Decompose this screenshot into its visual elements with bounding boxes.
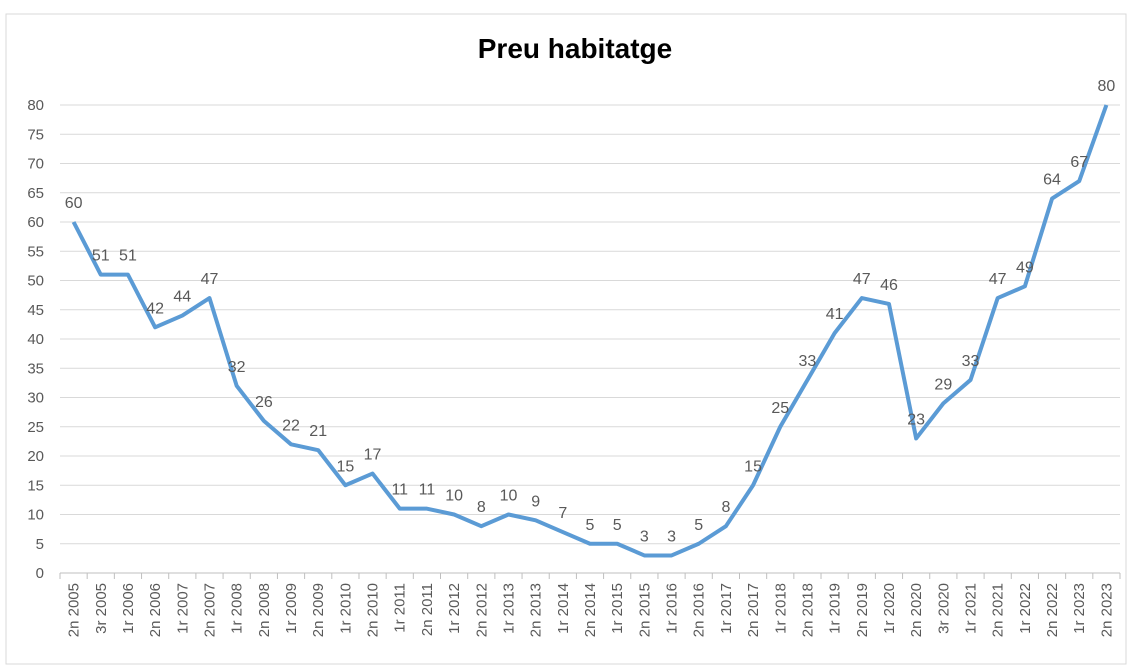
data-label: 10	[500, 488, 518, 505]
y-tick-label: 65	[27, 185, 44, 202]
x-tick-label: 2n 2020	[908, 583, 925, 637]
x-tick-label: 1r 2017	[718, 583, 735, 634]
data-label: 51	[119, 248, 137, 265]
x-tick-label: 2n 2012	[473, 583, 490, 637]
x-tick-label: 2n 2014	[582, 583, 599, 637]
x-tick-label: 1r 2007	[174, 583, 191, 634]
y-tick-label: 45	[27, 302, 44, 319]
x-tick-label: 1r 2015	[609, 583, 626, 634]
data-label: 15	[744, 458, 762, 475]
x-tick-label: 2n 2008	[256, 583, 273, 637]
x-tick-label: 2n 2022	[1044, 583, 1061, 637]
data-label: 22	[282, 417, 300, 434]
data-label: 26	[255, 394, 273, 411]
data-label: 8	[721, 499, 730, 516]
data-label: 51	[92, 248, 110, 265]
data-label: 15	[336, 458, 354, 475]
x-tick-label: 1r 2009	[283, 583, 300, 634]
x-tick-label: 1r 2016	[664, 583, 681, 634]
data-label: 33	[962, 353, 980, 370]
x-tick-label: 2n 2013	[528, 583, 545, 637]
x-tick-label: 1r 2012	[446, 583, 463, 634]
data-label: 11	[419, 482, 436, 499]
data-label: 5	[586, 517, 595, 534]
chart-title: Preu habitatge	[478, 33, 672, 64]
data-label: 21	[309, 423, 327, 440]
data-label: 47	[201, 271, 219, 288]
x-tick-label: 1r 2011	[392, 583, 409, 633]
x-tick-label: 1r 2013	[500, 583, 517, 634]
data-label: 47	[989, 271, 1007, 288]
data-label: 41	[826, 306, 844, 323]
data-label: 10	[445, 488, 463, 505]
data-label: 47	[853, 271, 871, 288]
y-tick-label: 35	[27, 360, 44, 377]
data-label: 46	[880, 277, 898, 294]
data-label: 32	[228, 359, 246, 376]
x-tick-label: 2n 2007	[201, 583, 218, 637]
x-tick-label: 2n 2019	[854, 583, 871, 637]
y-tick-label: 0	[36, 565, 44, 582]
x-tick-label: 2n 2005	[66, 583, 83, 637]
y-tick-label: 15	[27, 477, 44, 494]
data-label: 5	[613, 517, 622, 534]
data-label: 7	[558, 505, 567, 522]
data-label: 42	[146, 300, 164, 317]
data-label: 60	[65, 195, 83, 212]
data-label: 23	[907, 411, 925, 428]
y-tick-label: 55	[27, 243, 44, 260]
y-tick-label: 60	[27, 214, 44, 231]
y-tick-label: 25	[27, 419, 44, 436]
x-tick-label: 2n 2006	[147, 583, 164, 637]
data-label: 67	[1070, 154, 1088, 171]
x-tick-label: 1r 2019	[827, 583, 844, 634]
x-tick-label: 1r 2020	[881, 583, 898, 634]
x-tick-label: 2n 2009	[310, 583, 327, 637]
data-label: 29	[934, 376, 952, 393]
x-tick-label: 1r 2006	[120, 583, 137, 634]
y-tick-label: 5	[36, 536, 44, 553]
data-label: 3	[640, 528, 649, 545]
x-tick-label: 2n 2023	[1098, 583, 1115, 637]
x-tick-label: 1r 2022	[1017, 583, 1034, 634]
data-label: 17	[364, 447, 382, 464]
x-tick-label: 1r 2008	[229, 583, 246, 634]
data-label: 80	[1098, 78, 1116, 95]
x-tick-label: 2n 2018	[799, 583, 816, 637]
data-label: 3	[667, 528, 676, 545]
x-tick-label: 1r 2021	[963, 583, 980, 634]
y-tick-label: 75	[27, 126, 44, 143]
data-label: 49	[1016, 259, 1034, 276]
x-tick-label: 2n 2017	[745, 583, 762, 637]
y-tick-label: 30	[27, 390, 44, 407]
data-label: 33	[799, 353, 817, 370]
x-tick-label: 2n 2015	[636, 583, 653, 637]
y-tick-label: 80	[27, 97, 44, 114]
x-tick-label: 2n 2021	[990, 583, 1007, 637]
y-tick-label: 50	[27, 273, 44, 290]
data-label: 64	[1043, 172, 1061, 189]
y-tick-label: 20	[27, 448, 44, 465]
data-line	[71, 104, 1109, 558]
x-tick-label: 2n 2011	[419, 583, 436, 636]
data-label: 25	[771, 400, 789, 417]
y-tick-label: 70	[27, 156, 44, 173]
data-label: 11	[391, 482, 408, 499]
y-tick-label: 10	[27, 507, 44, 524]
x-tick-label: 1r 2018	[772, 583, 789, 634]
y-tick-label: 40	[27, 331, 44, 348]
x-tick-label: 1r 2023	[1071, 583, 1088, 634]
x-tick-label: 1r 2014	[555, 583, 572, 634]
data-label: 5	[694, 517, 703, 534]
data-label: 44	[173, 289, 191, 306]
x-tick-label: 1r 2010	[337, 583, 354, 634]
data-label: 8	[477, 499, 486, 516]
x-tick-label: 2n 2016	[691, 583, 708, 637]
x-tick-label: 2n 2010	[365, 583, 382, 637]
x-tick-label: 3r 2005	[93, 583, 110, 634]
data-label: 9	[531, 493, 540, 510]
x-tick-label: 3r 2020	[935, 583, 952, 634]
